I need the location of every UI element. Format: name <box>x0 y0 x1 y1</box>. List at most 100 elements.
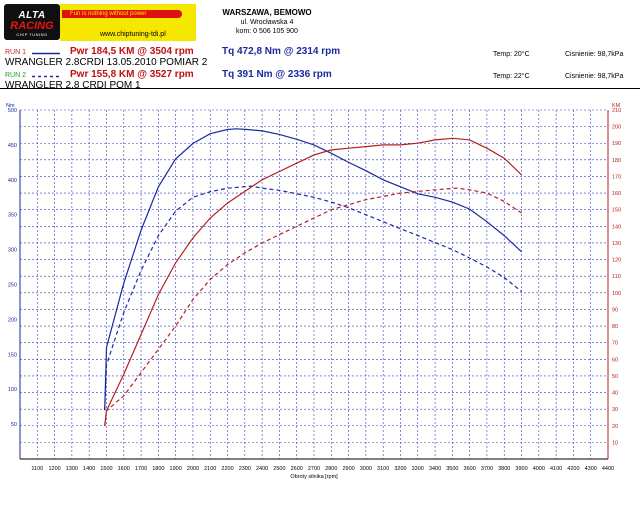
y-left-tick-label: 50 <box>11 422 17 428</box>
x-tick-label: 2000 <box>187 466 199 472</box>
y-left-tick-label: 450 <box>8 143 17 149</box>
run1-power-summary: Pwr 184,5 KM @ 3504 rpm <box>70 46 194 57</box>
y-left-tick-label: 200 <box>8 317 17 323</box>
website-text: www.chiptuning-tdi.pl <box>100 31 166 38</box>
x-tick-label: 3800 <box>498 466 510 472</box>
contact-box: WARSZAWA, BEMOWO ul. Wrocławska 4 kom: 0… <box>196 4 338 41</box>
x-tick-label: 3300 <box>412 466 424 472</box>
y-left-tick-label: 250 <box>8 283 17 289</box>
run1-label: RUN 1 <box>5 49 27 56</box>
y-right-tick-label: 150 <box>612 208 621 214</box>
x-tick-label: 1600 <box>118 466 130 472</box>
logo-text-chiptuning: CHIP TUNING <box>16 32 48 37</box>
x-tick-label: 1200 <box>48 466 60 472</box>
y-left-tick-label: 400 <box>8 178 17 184</box>
alta-racing-logo: ALTA RACING CHIP TUNING <box>4 4 60 40</box>
slogan-text: Fun is nothing without power <box>70 11 147 17</box>
x-tick-label: 1800 <box>152 466 164 472</box>
y-right-tick-label: 140 <box>612 224 621 230</box>
run1-temperature: Temp: 20°C <box>493 51 530 58</box>
y-right-tick-label: 110 <box>612 274 621 280</box>
x-tick-label: 2900 <box>342 466 354 472</box>
slogan-bar <box>62 10 182 18</box>
y-left-tick-label: 350 <box>8 213 17 219</box>
torque-curve-run1 <box>104 128 522 411</box>
run2-vehicle: WRANGLER 2.8 CRDI POM 1 <box>5 80 141 91</box>
x-tick-label: 4400 <box>602 466 614 472</box>
y-right-axis-title: KM <box>612 103 621 109</box>
contact-street: ul. Wrocławska 4 <box>240 19 294 26</box>
axes <box>19 110 609 460</box>
y-left-axis-title: Nm <box>6 103 15 109</box>
run2-line-sample <box>32 75 60 78</box>
x-tick-label: 2800 <box>325 466 337 472</box>
y-right-tick-label: 160 <box>612 191 621 197</box>
y-right-tick-label: 80 <box>612 324 618 330</box>
run1-line-sample <box>32 52 60 55</box>
y-right-tick-label: 30 <box>612 407 618 413</box>
x-tick-label: 1500 <box>100 466 112 472</box>
y-right-tick-label: 20 <box>612 424 618 430</box>
y-right-tick-label: 170 <box>612 174 621 180</box>
x-tick-label: 3600 <box>464 466 476 472</box>
torque-curve-run2 <box>104 185 522 411</box>
x-tick-label: 2400 <box>256 466 268 472</box>
y-right-tick-label: 70 <box>612 341 618 347</box>
axis-labels: 1100 1200 1300 1400 1500 1600 1700 1800 1900 2000… <box>6 103 621 480</box>
run2-power-summary: Pwr 155,8 KM @ 3527 rpm <box>70 69 194 80</box>
run2-torque-summary: Tq 391 Nm @ 2336 rpm <box>222 69 332 80</box>
run1-torque-summary: Tq 472,8 Nm @ 2314 rpm <box>222 46 341 57</box>
x-tick-label: 3200 <box>394 466 406 472</box>
power-curve-run1 <box>104 137 522 426</box>
logo-text-alta: ALTA <box>18 10 46 21</box>
contact-phone: kom: 0 506 105 900 <box>236 28 298 35</box>
x-tick-label: 1300 <box>66 466 78 472</box>
y-right-tick-label: 90 <box>612 307 618 313</box>
x-tick-label: 2100 <box>204 466 216 472</box>
x-tick-label: 2600 <box>291 466 303 472</box>
logo-text-racing: RACING <box>10 20 54 32</box>
run1-pressure: Cisnienie: 98,7kPa <box>565 51 624 58</box>
x-tick-label: 2700 <box>308 466 320 472</box>
x-tick-label: 3000 <box>360 466 372 472</box>
x-tick-label: 4300 <box>585 466 597 472</box>
x-tick-label: 3900 <box>515 466 527 472</box>
x-tick-label: 3500 <box>446 466 458 472</box>
x-tick-label: 2300 <box>239 466 251 472</box>
legend-separator <box>0 88 640 89</box>
y-left-tick-label: 150 <box>8 352 17 358</box>
x-tick-label: 1100 <box>31 466 43 472</box>
y-right-tick-label: 120 <box>612 258 621 264</box>
run1-vehicle: WRANGLER 2.8CRDI 13.05.2010 POMIAR 2 <box>5 57 208 68</box>
run2-temperature: Temp: 22°C <box>493 73 530 80</box>
y-right-tick-label: 190 <box>612 141 621 147</box>
y-right-tick-label: 100 <box>612 291 621 297</box>
y-right-tick-label: 210 <box>612 108 621 114</box>
dyno-header: ALTA RACING CHIP TUNING Fun is nothing w… <box>0 0 640 46</box>
y-right-tick-label: 10 <box>612 440 618 446</box>
run2-pressure: Cisnienie: 98,7kPa <box>565 73 624 80</box>
y-right-tick-label: 60 <box>612 357 618 363</box>
x-tick-label: 3100 <box>377 466 389 472</box>
y-right-tick-label: 130 <box>612 241 621 247</box>
x-tick-label: 1900 <box>170 466 182 472</box>
x-tick-label: 1700 <box>135 466 147 472</box>
y-right-tick-label: 200 <box>612 125 621 131</box>
y-left-tick-label: 500 <box>8 108 17 114</box>
power-curve-run2 <box>104 187 522 426</box>
x-tick-label: 1400 <box>83 466 95 472</box>
grid <box>20 109 609 459</box>
dyno-chart: 1100 1200 1300 1400 1500 1600 1700 1800 1900 2000… <box>6 103 621 480</box>
y-right-tick-label: 180 <box>612 158 621 164</box>
contact-city: WARSZAWA, BEMOWO <box>222 8 312 17</box>
y-right-tick-label: 40 <box>612 391 618 397</box>
x-tick-label: 2200 <box>221 466 233 472</box>
x-tick-label: 4200 <box>567 466 579 472</box>
y-left-tick-label: 100 <box>8 387 17 393</box>
y-right-tick-label: 50 <box>612 374 618 380</box>
x-tick-label: 4000 <box>533 466 545 472</box>
x-tick-label: 3700 <box>481 466 493 472</box>
series <box>104 128 522 426</box>
run2-label: RUN 2 <box>5 72 27 79</box>
x-axis-title: Obroty silnika [rpm] <box>290 474 338 480</box>
